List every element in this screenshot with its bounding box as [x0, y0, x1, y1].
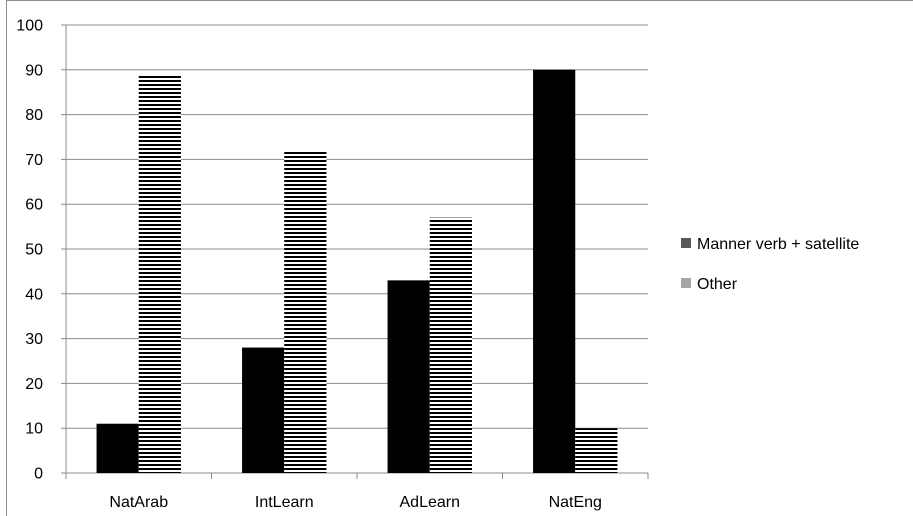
y-tick-label: 40 — [25, 286, 43, 303]
legend-item-other: Other — [681, 276, 738, 293]
bar-other-natarab — [138, 74, 181, 473]
x-axis-tick-labels: NatArab IntLearn AdLearn NatEng — [109, 494, 602, 511]
legend-swatch — [681, 238, 691, 248]
chart-frame — [6, 0, 913, 516]
legend: Manner verb + satellite Other — [681, 236, 859, 293]
y-tick-label: 60 — [25, 197, 43, 214]
y-tick-label: 50 — [25, 242, 43, 259]
bars — [96, 69, 618, 474]
legend-label: Manner verb + satellite — [697, 236, 859, 253]
bar-manner-verb-satellite-nateng — [533, 69, 576, 474]
x-tick-label: NatArab — [109, 494, 168, 511]
y-tick-label: 0 — [34, 466, 43, 483]
bar-other-intlearn — [284, 150, 327, 473]
y-tick-label: 10 — [25, 421, 43, 438]
y-tick-label: 30 — [25, 331, 43, 348]
legend-item-manner-verb-satellite: Manner verb + satellite — [681, 236, 859, 253]
bar-manner-verb-satellite-intlearn — [242, 347, 285, 473]
bar-other-nateng — [575, 428, 618, 473]
y-tick-label: 90 — [25, 62, 43, 79]
bar-manner-verb-satellite-natarab — [96, 423, 139, 473]
y-tick-label: 80 — [25, 107, 43, 124]
y-tick-label: 20 — [25, 376, 43, 393]
x-tick-label: NatEng — [549, 494, 602, 511]
x-tick-label: IntLearn — [255, 494, 314, 511]
y-tick-label: 70 — [25, 152, 43, 169]
x-tick-label: AdLearn — [400, 494, 461, 511]
legend-swatch — [681, 278, 691, 288]
bar-manner-verb-satellite-adlearn — [387, 280, 430, 473]
legend-label: Other — [697, 276, 738, 293]
bar-other-adlearn — [429, 217, 472, 473]
y-tick-label: 100 — [16, 18, 43, 35]
y-axis-tick-labels: 0 10 20 30 40 50 60 70 80 90 100 — [16, 18, 43, 483]
